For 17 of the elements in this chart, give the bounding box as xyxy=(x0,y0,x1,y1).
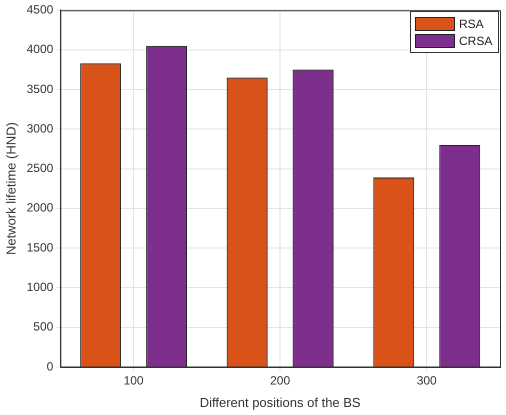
y-tick-label: 1000 xyxy=(26,280,54,294)
y-tick-label: 3500 xyxy=(26,82,54,96)
x-tick-label: 100 xyxy=(124,374,144,388)
y-tick-label: 2500 xyxy=(26,161,54,176)
x-tick-label: 200 xyxy=(270,374,290,388)
y-tick-label: 1500 xyxy=(26,240,54,254)
legend-label: CRSA xyxy=(459,34,492,48)
y-tick-label: 4000 xyxy=(26,42,54,56)
x-tick-label: 300 xyxy=(416,374,438,388)
y-axis-title: Network lifetime (HND) xyxy=(3,122,18,256)
y-tick-label: 0 xyxy=(46,359,54,374)
y-tick-label: 2000 xyxy=(26,200,54,215)
x-axis-title: Different positions of the BS xyxy=(200,394,361,410)
y-tick-label: 500 xyxy=(33,320,54,334)
y-tick-label: 4500 xyxy=(26,2,54,17)
y-tick-label: 3000 xyxy=(26,121,54,136)
legend-label: RSA xyxy=(459,16,484,31)
